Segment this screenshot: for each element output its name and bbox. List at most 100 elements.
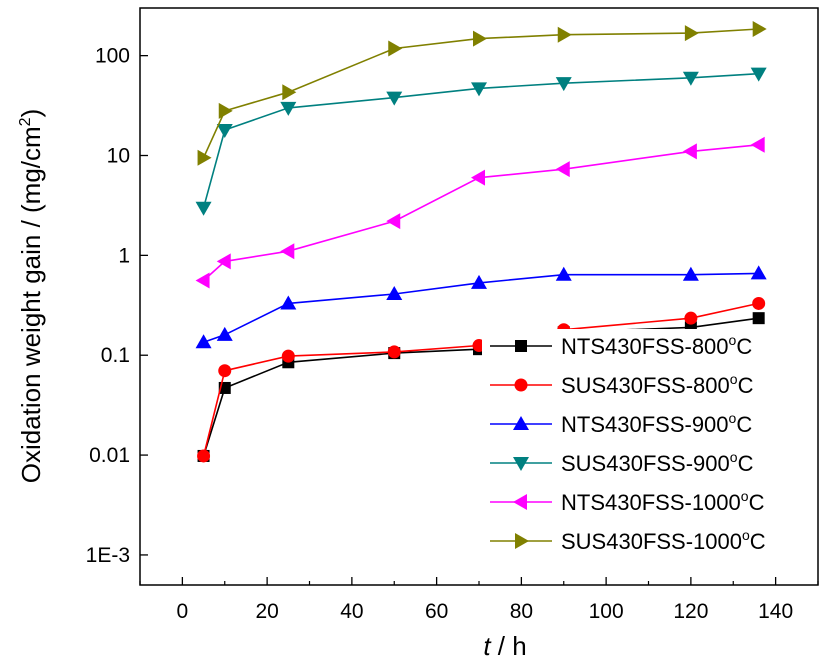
data-point [471,169,485,186]
legend-unit: C [750,529,766,554]
data-point [216,253,231,270]
legend-marker [515,340,527,352]
x-tick-label: 140 [758,600,793,623]
data-point [682,266,699,281]
data-point [752,296,766,310]
y-tick-label: 1E-3 [86,544,130,567]
series-5 [195,136,765,289]
x-axis-unit: / h [491,631,527,661]
legend-degree-mark: o [742,527,750,543]
data-point [387,345,401,359]
y-tick-label: 0.1 [101,344,130,367]
legend-marker [513,494,527,510]
legend-marker [515,533,529,549]
legend-item: SUS430FSS-800oC [490,371,754,398]
data-point [750,136,765,153]
legend-unit: C [738,373,754,398]
legend-series-name: NTS430FSS-800 [561,334,729,359]
data-point [386,213,401,230]
legend-series-name: SUS430FSS-900 [561,451,730,476]
y-tick-label: 10 [107,145,130,168]
legend-item: SUS430FSS-900oC [490,449,754,476]
legend-item: SUS430FSS-1000oC [490,527,766,554]
data-point [684,311,698,325]
legend-unit: C [749,490,765,515]
series-3 [195,265,767,349]
series-line [203,272,759,343]
data-point [555,161,570,178]
data-point [386,91,403,106]
x-tick-label: 0 [177,600,189,623]
x-axis-title: t / h [483,631,526,661]
series-line [202,317,759,457]
data-point [280,101,297,116]
data-point [282,84,297,101]
data-point [197,149,212,166]
legend-item: NTS430FSS-800oC [490,332,752,359]
series-line [203,144,759,282]
y-tick-label: 0.01 [89,444,130,467]
y-axis-title-main: Oxidation weight gain / (mg/cm [16,126,46,483]
legend-degree-mark: o [729,410,737,426]
legend-item: NTS430FSS-900oC [490,410,752,437]
legend-marker [513,416,529,430]
legend-item: NTS430FSS-1000oC [490,488,765,515]
y-tick-label: 100 [95,45,130,68]
data-point [388,40,403,57]
legend-background [482,329,812,565]
data-point [752,20,767,37]
x-tick-label: 60 [425,600,448,623]
x-tick-label: 100 [589,600,624,623]
legend-marker [513,457,529,471]
series-4 [195,67,767,216]
series-line [202,302,759,457]
x-tick-label: 40 [340,600,363,623]
legend-degree-mark: o [729,332,737,348]
y-axis-title-end: ) [16,109,46,118]
legend-unit: C [736,334,752,359]
data-point [281,349,295,363]
data-point [473,30,487,47]
data-point [471,82,487,97]
data-point [555,266,572,281]
series-line [202,28,759,159]
legend: NTS430FSS-800oCSUS430FSS-800oCNTS430FSS-… [482,329,812,565]
data-point [195,272,210,289]
legend-marker [514,378,528,392]
data-point [682,143,697,160]
data-point [684,25,699,42]
y-axis-title: Oxidation weight gain / (mg/cm2) [16,109,46,484]
data-point [280,295,297,310]
legend-label: NTS430FSS-800oC [561,332,752,359]
legend-series-name: SUS430FSS-800 [561,373,730,398]
y-axis-title-superscript: 2 [17,117,34,126]
legend-label: SUS430FSS-1000oC [561,527,766,554]
legend-degree-mark: o [730,371,738,387]
legend-unit: C [736,412,752,437]
data-point [557,26,572,43]
legend-series-name: NTS430FSS-900 [561,412,729,437]
data-point [280,243,295,260]
legend-unit: C [738,451,754,476]
legend-degree-mark: o [730,449,738,465]
legend-series-name: NTS430FSS-1000 [561,490,741,515]
data-point [195,201,212,216]
data-point [386,286,403,301]
x-axis-variable: t [483,631,492,661]
y-axis: 1E-3 0.01 0.1 1 10 100 [86,45,148,567]
legend-label: SUS430FSS-900oC [561,449,754,476]
legend-label: SUS430FSS-800oC [561,371,754,398]
x-tick-label: 120 [673,600,708,623]
data-point [555,77,572,92]
y-tick-label: 1 [118,244,130,267]
x-tick-label: 80 [510,600,533,623]
series-layer [195,20,767,463]
data-point [218,364,232,378]
legend-label: NTS430FSS-900oC [561,410,752,437]
series-line [202,72,759,208]
data-point [197,449,211,463]
data-point [682,71,699,86]
data-point [752,312,765,325]
legend-degree-mark: o [741,488,749,504]
